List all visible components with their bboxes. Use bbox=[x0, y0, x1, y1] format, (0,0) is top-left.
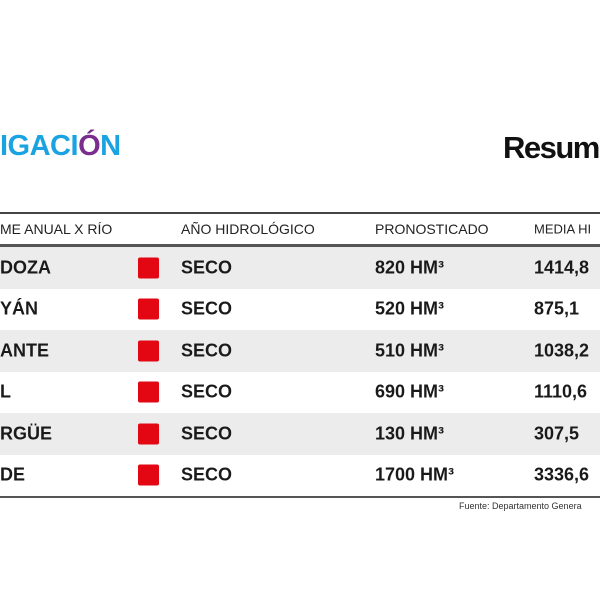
source-note: Fuente: Departamento Genera bbox=[459, 501, 582, 511]
forecast-value: 520 HM³ bbox=[375, 298, 445, 319]
hydrological-year: SECO bbox=[181, 423, 233, 444]
header-river: ME ANUAL X RÍO bbox=[0, 221, 113, 237]
forecast-value: 1700 HM³ bbox=[375, 464, 455, 485]
river-name: YÁN bbox=[0, 298, 39, 319]
river-name: DE bbox=[0, 464, 26, 485]
status-indicator-icon bbox=[138, 298, 159, 320]
forecast-value: 510 HM³ bbox=[375, 340, 445, 361]
table-row: YÁN SECO 520 HM³ 875,1 bbox=[0, 289, 600, 331]
status-indicator-icon bbox=[138, 464, 159, 486]
river-name: L bbox=[0, 381, 11, 402]
table-row: DE SECO 1700 HM³ 3336,6 bbox=[0, 455, 600, 497]
hydrological-year: SECO bbox=[181, 381, 233, 402]
historical-mean: 307,5 bbox=[534, 423, 580, 444]
status-indicator-icon bbox=[138, 423, 159, 445]
table-row: DOZA SECO 820 HM³ 1414,8 bbox=[0, 247, 600, 289]
historical-mean: 1110,6 bbox=[534, 381, 588, 402]
header-forecast: PRONOSTICADO bbox=[375, 221, 489, 237]
river-name: DOZA bbox=[0, 257, 51, 278]
historical-mean: 1414,8 bbox=[534, 257, 590, 278]
table-row: ANTE SECO 510 HM³ 1038,2 bbox=[0, 330, 600, 372]
page-title: Resum bbox=[503, 130, 600, 165]
header-year: AÑO HIDROLÓGICO bbox=[181, 221, 315, 237]
table-row: L SECO 690 HM³ 1110,6 bbox=[0, 372, 600, 414]
table-row: RGÜE SECO 130 HM³ 307,5 bbox=[0, 413, 600, 455]
hydrological-year: SECO bbox=[181, 257, 233, 278]
historical-mean: 875,1 bbox=[534, 298, 580, 319]
historical-mean: 3336,6 bbox=[534, 464, 590, 485]
forecast-value: 130 HM³ bbox=[375, 423, 445, 444]
summary-table: ME ANUAL X RÍO AÑO HIDROLÓGICO PRONOSTIC… bbox=[0, 212, 600, 498]
river-name: ANTE bbox=[0, 340, 49, 361]
header-mean: MEDIA HI bbox=[534, 221, 592, 237]
status-indicator-icon bbox=[138, 381, 159, 403]
status-indicator-icon bbox=[138, 340, 159, 362]
status-indicator-icon bbox=[138, 257, 159, 279]
hydrological-year: SECO bbox=[181, 464, 233, 485]
historical-mean: 1038,2 bbox=[534, 340, 590, 361]
hydrological-year: SECO bbox=[181, 340, 233, 361]
hydrological-year: SECO bbox=[181, 298, 233, 319]
river-name: RGÜE bbox=[0, 423, 53, 444]
table-header: ME ANUAL X RÍO AÑO HIDROLÓGICO PRONOSTIC… bbox=[0, 214, 600, 247]
forecast-value: 820 HM³ bbox=[375, 257, 445, 278]
irrigacion-logo: IGACIÓN bbox=[0, 130, 121, 162]
forecast-value: 690 HM³ bbox=[375, 381, 445, 402]
